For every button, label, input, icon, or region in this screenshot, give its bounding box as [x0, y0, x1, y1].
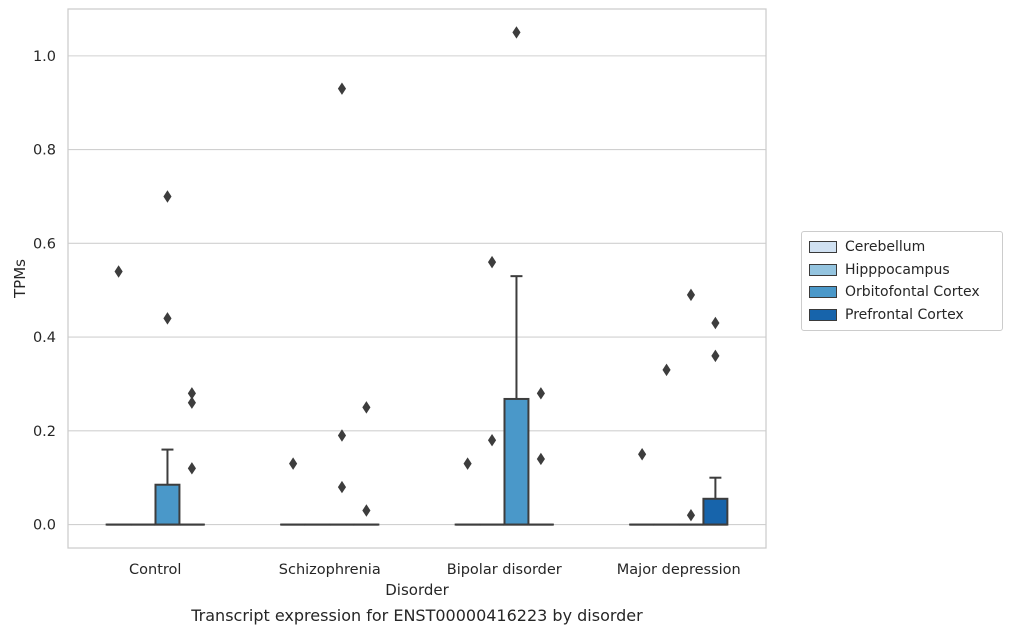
outlier-point [163, 312, 172, 325]
outlier-point [662, 363, 671, 377]
outlier-point [536, 387, 545, 400]
legend-label-prefrontal-cortex: Prefrontal Cortex [845, 306, 964, 323]
outlier-point [163, 190, 172, 203]
legend-item-prefrontal-cortex: Prefrontal Cortex [802, 304, 1002, 327]
outlier-point [686, 288, 696, 302]
x-tick-label: Schizophrenia [279, 562, 381, 578]
y-tick-label: 0.2 [33, 424, 56, 440]
y-tick-label: 0.8 [33, 143, 56, 159]
outlier-point [187, 396, 196, 409]
x-tick-label: Control [129, 562, 181, 578]
outlier-point [536, 452, 545, 466]
outlier-point [289, 457, 298, 470]
outlier-point [362, 504, 371, 517]
y-axis-ticks: 0.0 0.2 0.4 0.6 0.8 1.0 [33, 49, 56, 534]
x-tick-label: Bipolar disorder [447, 562, 562, 578]
y-tick-label: 1.0 [33, 49, 56, 65]
outlier-point [114, 265, 123, 278]
y-tick-label: 0.0 [33, 518, 56, 534]
legend-swatch-orbitofrontal-cortex [809, 286, 837, 299]
outlier-points [114, 26, 720, 522]
box-series [105, 275, 729, 526]
legend-label-orbitofrontal-cortex: Orbitofontal Cortex [845, 284, 980, 301]
legend-item-orbitofrontal-cortex: Orbitofontal Cortex [802, 281, 1002, 304]
legend-swatch-prefrontal-cortex [809, 308, 837, 321]
y-axis-label: TPMs [11, 259, 29, 299]
outlier-point [638, 448, 647, 461]
legend-item-cerebellum: Cerebellum [802, 236, 1002, 259]
outlier-point [487, 433, 497, 447]
box [503, 397, 530, 526]
legend-label-hippocampus: Hipppocampus [845, 261, 950, 278]
outlier-point [686, 508, 696, 522]
figure-caption: Transcript expression for ENST0000041622… [191, 606, 643, 625]
box [154, 483, 181, 526]
y-tick-label: 0.6 [33, 236, 56, 252]
gridlines [68, 55, 766, 526]
legend-swatch-cerebellum [809, 241, 837, 254]
outlier-point [463, 457, 472, 470]
y-tick-label: 0.4 [33, 330, 56, 346]
outlier-point [337, 82, 347, 95]
box [702, 497, 729, 526]
outlier-point [711, 316, 720, 330]
outlier-point [337, 480, 347, 494]
legend-item-hippocampus: Hipppocampus [802, 259, 1002, 282]
outlier-point [187, 387, 196, 400]
x-axis-ticks: Control Schizophrenia Bipolar disorder Majo… [129, 562, 741, 578]
legend-label-cerebellum: Cerebellum [845, 239, 926, 256]
legend-swatch-hippocampus [809, 263, 837, 276]
outlier-point [711, 349, 720, 363]
legend: Cerebellum Hipppocampus Orbitofontal Cor… [801, 231, 1003, 331]
x-tick-label: Major depression [617, 562, 741, 578]
outlier-point [512, 26, 521, 39]
outlier-point [487, 255, 497, 269]
plot-area-frame [67, 8, 767, 549]
x-axis-label: Disorder [385, 581, 449, 599]
outlier-point [187, 462, 196, 475]
outlier-point [337, 429, 347, 442]
outlier-point [362, 401, 371, 414]
